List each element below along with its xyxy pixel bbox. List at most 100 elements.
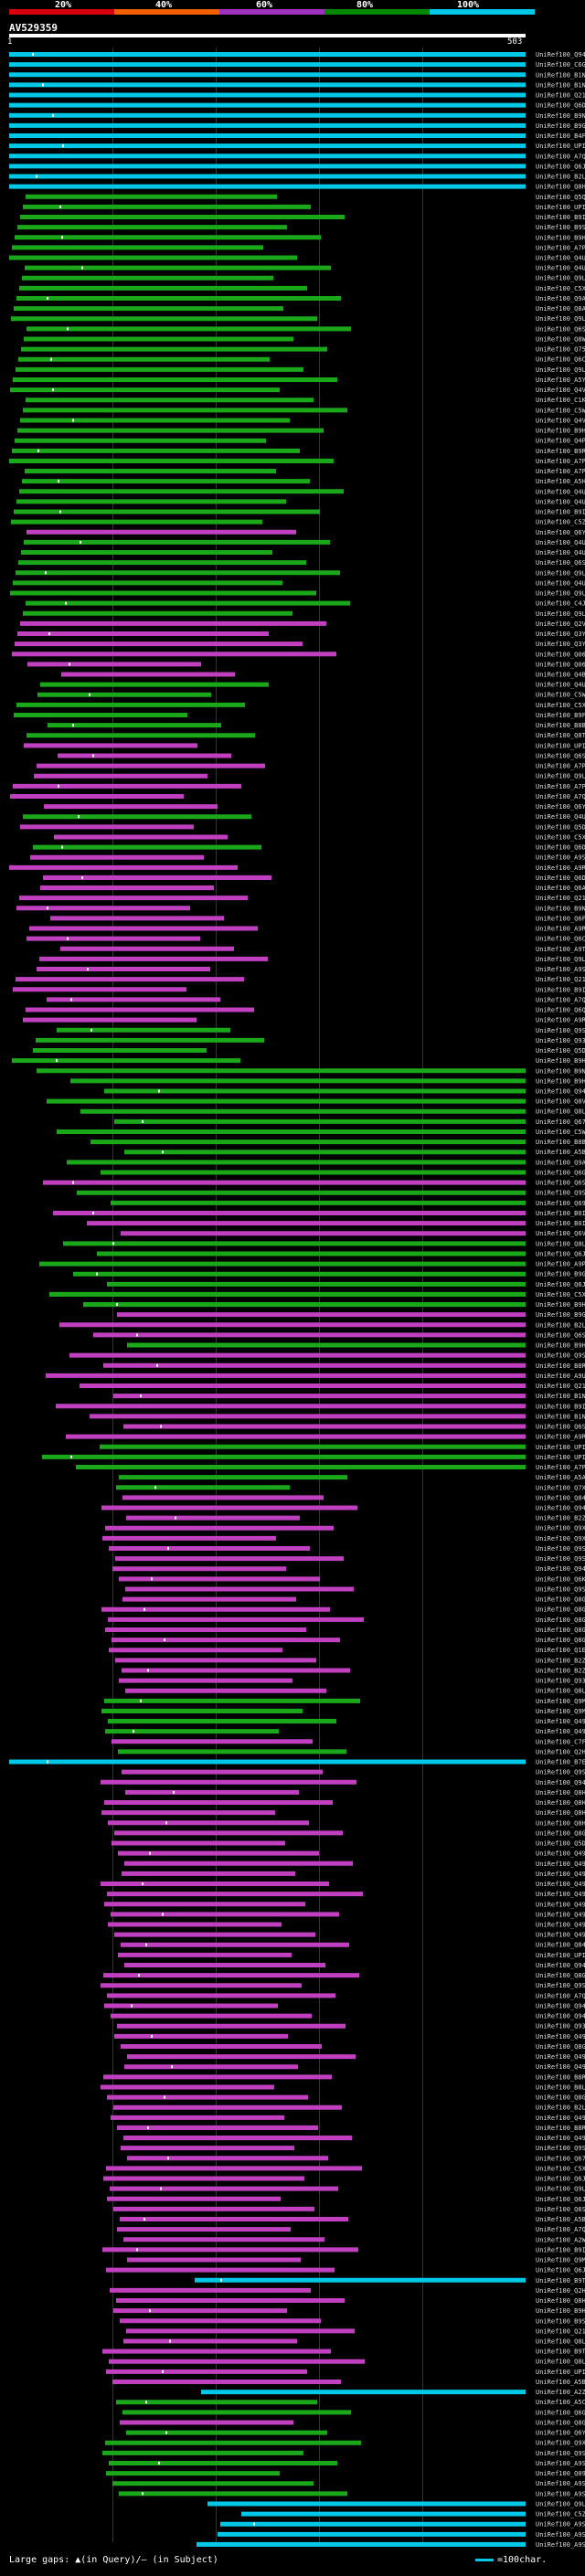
hit-label[interactable]: UniRef100_Q8W4A3: [536, 335, 585, 343]
hit-label[interactable]: UniRef100_A7PWE3: [536, 244, 585, 251]
hit-label[interactable]: UniRef100_Q8H2Q6: [536, 184, 585, 191]
hit-label[interactable]: UniRef100_Q6YVN9: [536, 803, 585, 811]
hit-label[interactable]: UniRef100_A9SDL9: [536, 2460, 585, 2467]
hit-label[interactable]: UniRef100_Q9LL12: [536, 773, 585, 780]
hit-label[interactable]: UniRef100_C1KHI1: [536, 397, 585, 404]
hit-label[interactable]: UniRef100_Q6QP68: [536, 1007, 585, 1014]
hit-label[interactable]: UniRef100_Q9AY71: [536, 1159, 585, 1166]
hit-label[interactable]: UniRef100_Q49M81: [536, 2115, 585, 2122]
hit-label[interactable]: UniRef100_B9H6D0: [536, 1057, 585, 1065]
hit-label[interactable]: UniRef100_A9SV33: [536, 2490, 585, 2497]
hit-label[interactable]: UniRef100_Q4UXZ7: [536, 255, 585, 262]
hit-label[interactable]: UniRef100_Q6SMG1: [536, 1331, 585, 1339]
hit-label[interactable]: UniRef100_B9I7B3: [536, 1403, 585, 1410]
hit-label[interactable]: UniRef100_Q4UXZ9: [536, 539, 585, 546]
hit-label[interactable]: UniRef100_Q49M93: [536, 1891, 585, 1898]
hit-label[interactable]: UniRef100_B8RPP6: [536, 2073, 585, 2081]
hit-label[interactable]: UniRef100_Q8VYT1: [536, 1098, 585, 1106]
hit-label[interactable]: UniRef100_Q67BC8: [536, 2155, 585, 2162]
hit-label[interactable]: UniRef100_Q84JP5: [536, 1494, 585, 1501]
hit-label[interactable]: UniRef100_B9T4Q9: [536, 2348, 585, 2356]
hit-label[interactable]: UniRef100_Q9AVB8: [536, 295, 585, 302]
hit-label[interactable]: UniRef100_Q6S353: [536, 325, 585, 333]
hit-label[interactable]: UniRef100_Q49M92: [536, 2053, 585, 2061]
hit-label[interactable]: UniRef100_Q75RZ1: [536, 346, 585, 354]
hit-label[interactable]: UniRef100_Q21B40: [536, 92, 585, 100]
hit-label[interactable]: UniRef100_Q9SYX5: [536, 1545, 585, 1553]
hit-label[interactable]: UniRef100_Q9XFC6: [536, 1525, 585, 1532]
hit-label[interactable]: UniRef100_B9HAW0: [536, 234, 585, 241]
hit-label[interactable]: UniRef100_Q8GHU9: [536, 2419, 585, 2426]
hit-label[interactable]: UniRef100_Q49MA0: [536, 1718, 585, 1725]
hit-label[interactable]: UniRef100_A5B6B8: [536, 2379, 585, 2386]
hit-label[interactable]: UniRef100_Q6DU12: [536, 102, 585, 110]
hit-label[interactable]: UniRef100_B8BHD7: [536, 1139, 585, 1146]
hit-label[interactable]: UniRef100_B4FUS7: [536, 133, 585, 140]
hit-label[interactable]: UniRef100_Q1E093: [536, 1647, 585, 1654]
hit-label[interactable]: UniRef100_Q4UXZ4: [536, 682, 585, 689]
hit-label[interactable]: UniRef100_Q6YJ92: [536, 2430, 585, 2437]
hit-label[interactable]: UniRef100_B9I171: [536, 214, 585, 221]
hit-label[interactable]: UniRef100_Q8GV67: [536, 1596, 585, 1604]
hit-label[interactable]: UniRef100_Q09HT7: [536, 2470, 585, 2477]
hit-label[interactable]: UniRef100_UPI000...: [536, 1952, 585, 1959]
hit-label[interactable]: UniRef100_A7PBV1: [536, 763, 585, 770]
hit-label[interactable]: UniRef100_Q8L649: [536, 1240, 585, 1247]
hit-label[interactable]: UniRef100_Q67BC7: [536, 1118, 585, 1126]
hit-label[interactable]: UniRef100_B9I114: [536, 2246, 585, 2253]
hit-label[interactable]: UniRef100_Q9LL17: [536, 2500, 585, 2507]
hit-label[interactable]: UniRef100_B2ZA87: [536, 1667, 585, 1674]
hit-label[interactable]: UniRef100_Q93WC1: [536, 2023, 585, 2030]
hit-label[interactable]: UniRef100_Q9LL15: [536, 366, 585, 374]
hit-label[interactable]: UniRef100_Q6FC9: [536, 915, 585, 922]
hit-label[interactable]: UniRef100_Q6J8X0: [536, 2267, 585, 2274]
hit-label[interactable]: UniRef100_UPI000...: [536, 2369, 585, 2376]
hit-label[interactable]: UniRef100_B2ZA59: [536, 1515, 585, 1522]
hit-label[interactable]: UniRef100_C6G908: [536, 61, 585, 69]
hit-label[interactable]: UniRef100_Q8GV64: [536, 1627, 585, 1634]
hit-label[interactable]: UniRef100_Q4VWW6: [536, 387, 585, 394]
hit-label[interactable]: UniRef100_Q49M87: [536, 1728, 585, 1735]
hit-label[interactable]: UniRef100_A5HY15: [536, 478, 585, 485]
hit-label[interactable]: UniRef100_Q6KW03: [536, 1575, 585, 1583]
hit-label[interactable]: UniRef100_A2ZZV0: [536, 2389, 585, 2396]
hit-label[interactable]: UniRef100_A9RUN7: [536, 926, 585, 933]
hit-label[interactable]: UniRef100_Q8LK26: [536, 1688, 585, 1695]
hit-label[interactable]: UniRef100_Q8H733: [536, 1819, 585, 1827]
hit-label[interactable]: UniRef100_Q8L368: [536, 2338, 585, 2346]
hit-label[interactable]: UniRef100_Q84JA6: [536, 1942, 585, 1949]
hit-label[interactable]: UniRef100_Q49M96: [536, 1860, 585, 1868]
hit-label[interactable]: UniRef100_Q4U101: [536, 488, 585, 495]
hit-label[interactable]: UniRef100_B9GFE1: [536, 122, 585, 130]
hit-label[interactable]: UniRef100_Q6JP46: [536, 163, 585, 170]
hit-label[interactable]: UniRef100_Q5D193: [536, 823, 585, 831]
hit-label[interactable]: UniRef100_Q6Y8V2: [536, 529, 585, 536]
hit-label[interactable]: UniRef100_B8LKJ9: [536, 2083, 585, 2091]
hit-label[interactable]: UniRef100_A9PGR8: [536, 1261, 585, 1268]
hit-label[interactable]: UniRef100_B2LWM2: [536, 2104, 585, 2112]
hit-label[interactable]: UniRef100_Q9SEG1: [536, 1190, 585, 1197]
hit-label[interactable]: UniRef100_Q9LL13: [536, 956, 585, 963]
hit-label[interactable]: UniRef100_Q6C354: [536, 356, 585, 364]
hit-label[interactable]: UniRef100_Q49M95: [536, 1871, 585, 1878]
hit-label[interactable]: UniRef100_B8RPP5: [536, 1362, 585, 1370]
hit-label[interactable]: UniRef100_Q8GV65: [536, 1617, 585, 1624]
hit-label[interactable]: UniRef100_Q2HPS2: [536, 2287, 585, 2295]
hit-label[interactable]: UniRef100_Q9SWX0: [536, 2145, 585, 2152]
hit-label[interactable]: UniRef100_Q6C2C2: [536, 936, 585, 943]
hit-label[interactable]: UniRef100_Q49M85: [536, 1922, 585, 1929]
hit-label[interactable]: UniRef100_Q93XQ1: [536, 1037, 585, 1044]
hit-label[interactable]: UniRef100_Q49M91: [536, 2063, 585, 2071]
hit-label[interactable]: UniRef100_A5C278: [536, 2399, 585, 2406]
hit-label[interactable]: UniRef100_B8B512: [536, 722, 585, 729]
hit-label[interactable]: UniRef100_A9RUM4: [536, 864, 585, 872]
hit-label[interactable]: UniRef100_B9GTH4: [536, 1271, 585, 1278]
hit-label[interactable]: UniRef100_B9NMP9: [536, 112, 585, 120]
hit-label[interactable]: UniRef100_Q94JP4: [536, 2013, 585, 2020]
hit-label[interactable]: UniRef100_Q6GVM1: [536, 2409, 585, 2416]
hit-label[interactable]: UniRef100_A5YJC4: [536, 376, 585, 384]
hit-label[interactable]: UniRef100_B9IKV7: [536, 509, 585, 516]
hit-label[interactable]: UniRef100_B0I545: [536, 1210, 585, 1217]
hit-label[interactable]: UniRef100_Q94JP6: [536, 1779, 585, 1786]
hit-label[interactable]: UniRef100_A5BQN2: [536, 1149, 585, 1156]
